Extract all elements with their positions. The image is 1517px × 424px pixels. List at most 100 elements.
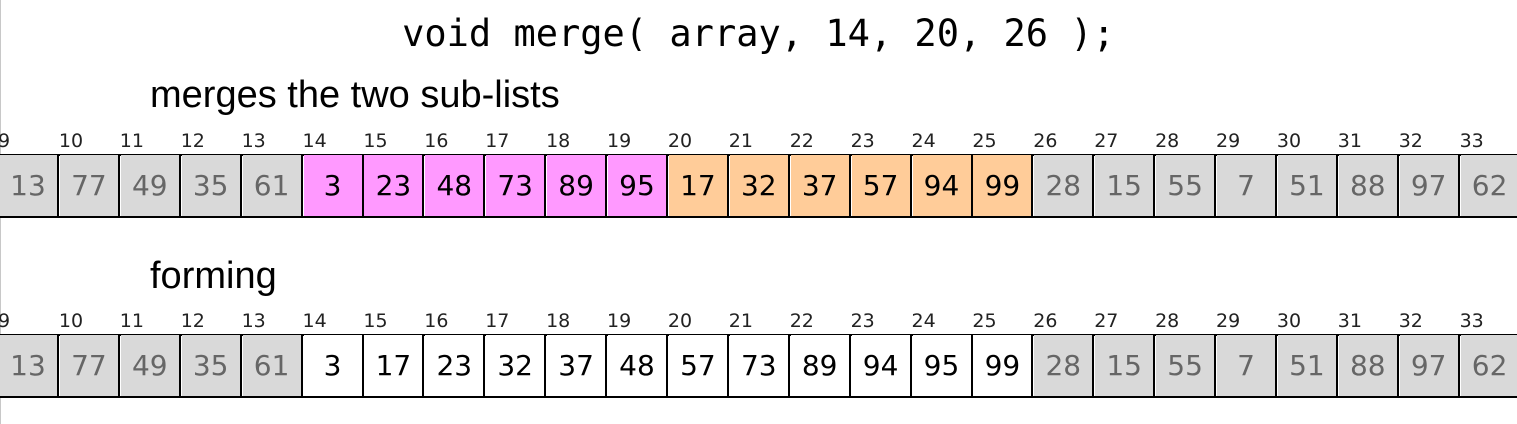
index-label: 12	[180, 130, 205, 152]
index-label: 25	[972, 130, 997, 152]
array-cell: 57	[668, 335, 729, 396]
array-cell: 28	[1034, 335, 1095, 396]
index-label: 15	[363, 130, 388, 152]
array-cell: 13	[0, 335, 59, 396]
index-label: 18	[546, 130, 571, 152]
array-cell: 49	[120, 335, 181, 396]
index-label: 33	[1459, 130, 1484, 152]
array-cell: 37	[790, 155, 851, 216]
array-cell: 55	[1156, 335, 1217, 396]
index-label: 31	[1337, 310, 1362, 332]
index-label: 19	[607, 130, 632, 152]
index-label: 31	[1337, 130, 1362, 152]
array-cell: 37	[547, 335, 608, 396]
index-label: 23	[850, 130, 875, 152]
index-label: 25	[972, 310, 997, 332]
array-cell: 3	[303, 155, 364, 216]
index-label: 32	[1398, 130, 1423, 152]
index-label: 28	[1155, 130, 1180, 152]
index-label: 29	[1216, 130, 1241, 152]
index-label: 16	[424, 310, 449, 332]
index-label: 21	[728, 130, 753, 152]
index-label: 17	[485, 310, 510, 332]
index-label: 11	[119, 130, 144, 152]
array-cell: 23	[364, 155, 425, 216]
array-cell: 61	[242, 335, 303, 396]
index-label: 10	[58, 310, 84, 332]
array-cell: 32	[729, 155, 790, 216]
array-cell: 7	[1217, 335, 1277, 396]
array-cell: 13	[0, 155, 59, 216]
caption-merges-sublists: merges the two sub-lists	[150, 74, 560, 116]
index-label: 19	[607, 310, 632, 332]
array-cell: 62	[1460, 335, 1517, 396]
array-cell: 94	[851, 335, 912, 396]
index-label: 12	[180, 310, 205, 332]
array-cell: 88	[1338, 335, 1399, 396]
array-bottom-border	[0, 216, 1517, 218]
index-label: 13	[241, 130, 266, 152]
index-label: 26	[1033, 310, 1058, 332]
array-cell: 94	[912, 155, 973, 216]
array-cell: 17	[364, 335, 425, 396]
index-label: 11	[119, 310, 144, 332]
index-label: 28	[1155, 310, 1180, 332]
array-cell: 73	[729, 335, 790, 396]
array-cell: 99	[973, 155, 1034, 216]
merge-call-code: void merge( array, 14, 20, 26 );	[402, 12, 1115, 55]
array-cell: 32	[486, 335, 547, 396]
array-cell: 23	[425, 335, 486, 396]
caption-forming: forming	[150, 255, 277, 297]
index-label: 20	[667, 130, 693, 152]
index-label: 14	[302, 310, 327, 332]
array-cell: 17	[668, 155, 729, 216]
index-label: 33	[1459, 310, 1484, 332]
array-cell: 77	[59, 155, 120, 216]
array-cell: 28	[1034, 155, 1095, 216]
array-cell: 89	[790, 335, 851, 396]
array-after-merge: 9 13 10 77 11 49 12 35 13 61 14 3 15 17 16 23 17 32 18 37 19…	[0, 310, 1517, 398]
index-label: 21	[728, 310, 753, 332]
array-cell: 48	[608, 335, 668, 396]
array-cell: 48	[425, 155, 486, 216]
index-label: 22	[789, 310, 814, 332]
array-cell: 35	[181, 335, 242, 396]
array-cell: 7	[1217, 155, 1277, 216]
index-label: 23	[850, 310, 875, 332]
array-cell: 97	[1399, 335, 1460, 396]
index-label: 24	[911, 130, 936, 152]
array-cell: 51	[1277, 335, 1338, 396]
array-cell: 57	[851, 155, 912, 216]
array-cell: 95	[608, 155, 668, 216]
array-cell: 3	[303, 335, 364, 396]
index-label: 30	[1276, 130, 1302, 152]
index-label: 9	[0, 310, 11, 332]
array-cell: 35	[181, 155, 242, 216]
array-cell: 61	[242, 155, 303, 216]
array-cell: 73	[486, 155, 547, 216]
index-label: 14	[302, 130, 327, 152]
array-before-merge: 9 13 10 77 11 49 12 35 13 61 14 3 15 23 16 48 17 73 18 89 19…	[0, 130, 1517, 218]
index-label: 32	[1398, 310, 1423, 332]
index-label: 16	[424, 130, 449, 152]
index-label: 20	[667, 310, 693, 332]
index-label: 29	[1216, 310, 1241, 332]
index-label: 18	[546, 310, 571, 332]
array-cell: 51	[1277, 155, 1338, 216]
array-cell: 55	[1156, 155, 1217, 216]
array-cell: 88	[1338, 155, 1399, 216]
index-label: 9	[0, 130, 11, 152]
index-label: 24	[911, 310, 936, 332]
array-cell: 15	[1095, 155, 1156, 216]
index-label: 27	[1094, 130, 1119, 152]
array-cell: 15	[1095, 335, 1156, 396]
array-cell: 97	[1399, 155, 1460, 216]
array-cell: 99	[973, 335, 1034, 396]
index-label: 22	[789, 130, 814, 152]
array-cell: 89	[547, 155, 608, 216]
array-cell: 49	[120, 155, 181, 216]
array-cell: 77	[59, 335, 120, 396]
array-cell: 62	[1460, 155, 1517, 216]
index-label: 10	[58, 130, 84, 152]
array-bottom-border	[0, 396, 1517, 398]
